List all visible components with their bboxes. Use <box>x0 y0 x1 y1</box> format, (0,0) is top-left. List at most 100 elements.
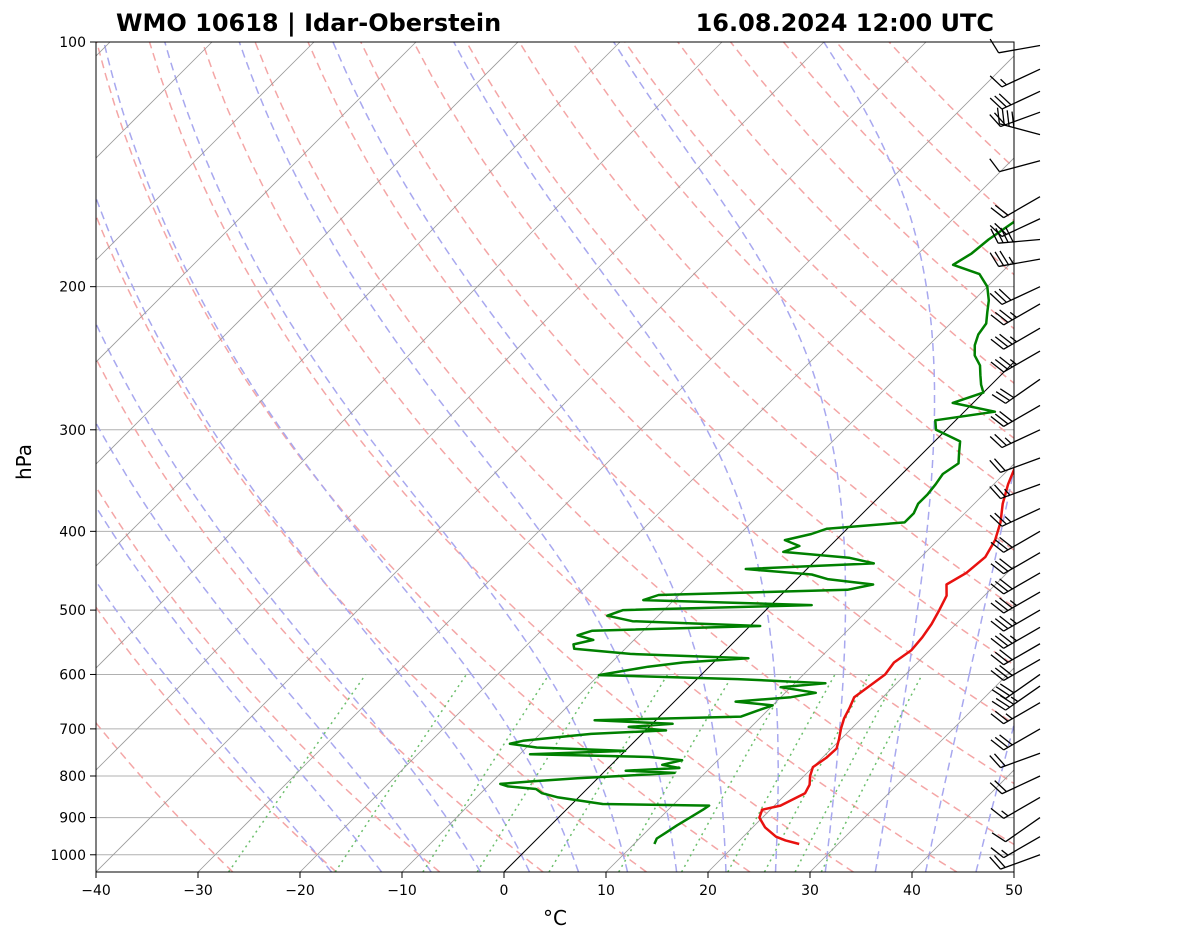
isotherm <box>299 157 1014 872</box>
y-tick-label: 700 <box>59 722 86 738</box>
dry-adiabat <box>96 213 647 872</box>
wind-barb <box>989 38 1041 54</box>
wind-barb <box>990 643 1041 666</box>
wind-barb <box>989 158 1041 173</box>
y-axis-ticks: 100 200 300 400 500 600 700 800 900 1000 <box>50 35 96 864</box>
moist-adiabat-upper <box>164 42 549 675</box>
x-tick-label: 30 <box>801 883 819 899</box>
wind-barb <box>990 350 1041 373</box>
wind-barb <box>989 457 1041 474</box>
temperature-profile <box>758 466 1014 846</box>
wind-barb <box>989 250 1041 268</box>
x-tick-label: 10 <box>597 883 615 899</box>
dry-adiabat <box>571 42 1014 495</box>
moist-adiabat <box>163 674 333 872</box>
moist-adiabat <box>399 674 531 872</box>
moist-adiabat-upper <box>823 42 936 675</box>
wind-barb <box>991 673 1041 700</box>
moist-adiabat <box>471 674 580 872</box>
wind-barb <box>989 752 1041 769</box>
moist-adiabat-upper <box>968 465 1014 675</box>
wind-barb <box>991 378 1041 404</box>
wind-barb <box>989 775 1041 795</box>
dry-adiabat <box>518 42 1014 551</box>
mixing-ratio-line <box>548 674 669 872</box>
moist-adiabat <box>546 674 629 872</box>
x-tick-label: −20 <box>285 883 315 899</box>
mixing-ratio-line <box>422 674 550 872</box>
isotherm <box>96 42 927 872</box>
y-tick-label: 300 <box>59 423 86 439</box>
dry-adiabat <box>465 42 1014 608</box>
dry-adiabats <box>96 42 1014 872</box>
dry-adiabat <box>677 42 1014 385</box>
wind-barb <box>990 728 1041 751</box>
plot-frame <box>95 41 1015 873</box>
moist-adiabat-upper <box>96 580 166 675</box>
wind-barb <box>990 404 1041 428</box>
y-tick-label: 800 <box>59 769 86 785</box>
moist-adiabat <box>773 674 779 872</box>
moist-adiabat-upper <box>103 42 473 675</box>
moist-adiabat <box>924 674 971 872</box>
isotherm <box>605 463 1014 872</box>
wind-barb <box>990 796 1041 819</box>
dry-adiabat <box>96 485 441 872</box>
isotherm <box>96 42 315 261</box>
dry-adiabat <box>96 721 234 872</box>
moist-adiabat-upper <box>96 505 218 675</box>
isotherm <box>96 42 621 567</box>
wind-barbs <box>989 38 1041 870</box>
dry-adiabat <box>307 42 1014 785</box>
wind-barb <box>990 658 1041 682</box>
chart-title: WMO 10618 | Idar-Oberstein <box>116 9 501 37</box>
y-tick-label: 400 <box>59 524 86 540</box>
moist-adiabat <box>333 674 482 872</box>
mixing-ratio-line <box>820 674 923 872</box>
moist-adiabat <box>975 722 1014 872</box>
x-tick-label: −10 <box>387 883 417 899</box>
x-tick-label: 20 <box>699 883 717 899</box>
x-tick-label: −40 <box>81 883 111 899</box>
wind-barb <box>989 429 1041 449</box>
x-axis-label: °C <box>543 906 567 930</box>
wind-barb <box>996 107 1041 136</box>
reference-isotherm <box>503 361 1014 872</box>
wind-barb <box>989 854 1041 870</box>
wind-barb <box>991 817 1041 843</box>
isotherms <box>96 42 1014 872</box>
mixing-ratio-line <box>794 674 899 872</box>
moist-adiabat <box>272 674 432 872</box>
dry-adiabat <box>96 357 544 872</box>
x-tick-label: 40 <box>903 883 921 899</box>
moist-adiabat <box>700 674 727 872</box>
isotherm <box>96 42 825 771</box>
wind-barb <box>989 90 1041 110</box>
sounding-profiles <box>499 220 1014 846</box>
isotherm <box>707 565 1014 872</box>
wind-barb <box>990 552 1041 575</box>
wind-barb <box>989 483 1041 500</box>
dewpoint-profile <box>499 220 1014 845</box>
y-axis-label: hPa <box>12 444 36 480</box>
pressure-gridlines <box>96 41 1014 856</box>
mixing-ratio-line <box>334 674 468 872</box>
wind-barb <box>990 303 1041 326</box>
wind-barb <box>990 530 1041 553</box>
moist-adiabat <box>874 674 909 872</box>
y-tick-label: 500 <box>59 603 86 619</box>
chart-datetime: 16.08.2024 12:00 UTC <box>696 9 994 37</box>
dry-adiabat <box>201 42 958 872</box>
isotherm <box>96 42 723 669</box>
moist-adiabat-upper <box>96 421 274 675</box>
y-tick-label: 1000 <box>50 848 86 864</box>
wind-barb <box>990 702 1041 725</box>
moist-adiabat-upper <box>453 42 776 675</box>
wind-barb <box>990 327 1041 350</box>
x-tick-label: −30 <box>183 883 213 899</box>
isotherm <box>809 667 1014 872</box>
wind-barb <box>989 68 1041 88</box>
isotherm <box>197 55 1014 872</box>
